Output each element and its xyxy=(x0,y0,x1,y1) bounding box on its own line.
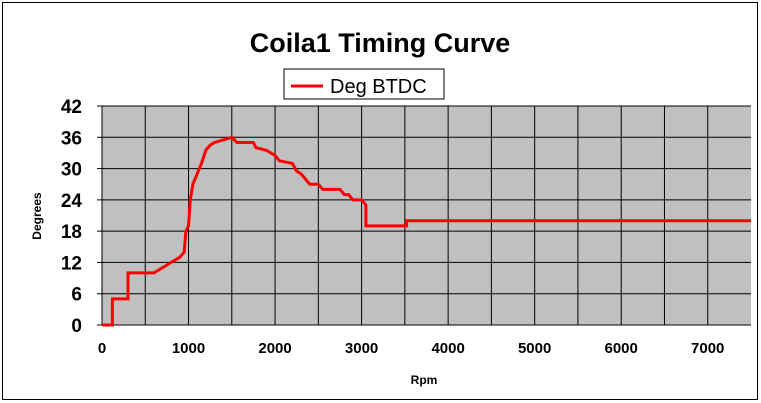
series-line-deg-btdc xyxy=(102,135,751,327)
x-tick-label: 6000 xyxy=(605,340,638,357)
legend-box xyxy=(283,68,445,100)
y-tick-label: 36 xyxy=(61,128,82,149)
y-tick-label: 30 xyxy=(61,160,82,181)
y-tick-label: 12 xyxy=(61,253,82,274)
x-tick-label: 5000 xyxy=(518,340,551,357)
chart-title: Coila1 Timing Curve xyxy=(250,28,511,58)
y-axis-title: Degrees xyxy=(30,192,44,240)
y-tick-label: 18 xyxy=(61,222,82,243)
plot-background xyxy=(102,106,751,325)
y-tick-label: 6 xyxy=(71,285,82,306)
x-tick-label: 3000 xyxy=(345,340,378,357)
y-tick-label: 42 xyxy=(61,97,82,118)
legend-label: Deg BTDC xyxy=(330,76,427,98)
x-tick-label: 7000 xyxy=(691,340,724,357)
legend: Deg BTDC xyxy=(283,68,445,100)
x-axis-title: Rpm xyxy=(411,373,438,387)
y-axis-ticks: 0 6 12 18 24 30 36 42 xyxy=(61,97,83,337)
x-tick-label: 1000 xyxy=(172,340,205,357)
x-tick-label: 4000 xyxy=(431,340,464,357)
plot-area xyxy=(97,105,751,327)
x-axis-ticks: 0 1000 2000 3000 4000 5000 6000 7000 xyxy=(98,340,725,357)
y-tick-label: 0 xyxy=(71,316,82,337)
x-tick-label: 0 xyxy=(98,340,106,357)
x-tick-label: 2000 xyxy=(258,340,291,357)
y-tick-label: 24 xyxy=(61,191,83,212)
